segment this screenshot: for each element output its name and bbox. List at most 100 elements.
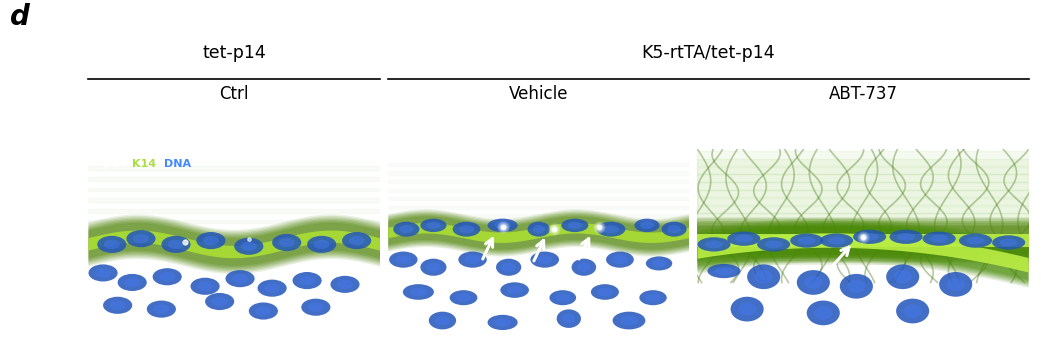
Polygon shape: [697, 222, 1029, 284]
Ellipse shape: [232, 274, 248, 283]
Ellipse shape: [847, 280, 865, 293]
Bar: [388, 206, 689, 209]
Ellipse shape: [596, 222, 626, 237]
Ellipse shape: [946, 277, 965, 291]
Ellipse shape: [501, 282, 529, 298]
Ellipse shape: [930, 235, 948, 243]
Ellipse shape: [153, 268, 182, 285]
Ellipse shape: [959, 234, 992, 248]
Text: K14: K14: [132, 159, 156, 169]
Ellipse shape: [728, 232, 760, 246]
Ellipse shape: [487, 315, 517, 330]
Ellipse shape: [240, 241, 257, 251]
Ellipse shape: [886, 264, 919, 289]
Ellipse shape: [715, 267, 733, 275]
Bar: [697, 175, 1029, 190]
Ellipse shape: [337, 280, 353, 289]
Ellipse shape: [396, 255, 411, 264]
Ellipse shape: [342, 232, 372, 249]
Ellipse shape: [731, 297, 764, 321]
Ellipse shape: [403, 284, 434, 300]
Polygon shape: [697, 225, 1029, 281]
Ellipse shape: [168, 240, 184, 249]
Polygon shape: [697, 219, 1029, 287]
Polygon shape: [697, 220, 1029, 286]
Bar: [88, 198, 380, 202]
Ellipse shape: [853, 229, 886, 244]
Polygon shape: [88, 216, 380, 273]
Ellipse shape: [494, 222, 511, 229]
Bar: [88, 188, 380, 191]
Ellipse shape: [103, 297, 132, 314]
Bar: [388, 172, 689, 175]
Polygon shape: [88, 230, 380, 258]
Ellipse shape: [561, 218, 588, 232]
Ellipse shape: [567, 222, 582, 229]
Ellipse shape: [904, 304, 921, 318]
Ellipse shape: [966, 237, 985, 245]
Ellipse shape: [153, 304, 170, 314]
Ellipse shape: [639, 290, 666, 305]
Ellipse shape: [104, 240, 120, 249]
Polygon shape: [88, 217, 380, 271]
Ellipse shape: [421, 218, 447, 232]
Ellipse shape: [464, 255, 480, 264]
Bar: [697, 167, 1029, 182]
Ellipse shape: [191, 278, 220, 295]
Ellipse shape: [805, 276, 822, 289]
Ellipse shape: [197, 232, 226, 249]
Text: p14: p14: [103, 159, 127, 169]
Ellipse shape: [755, 270, 772, 284]
Ellipse shape: [572, 259, 596, 276]
Ellipse shape: [591, 284, 619, 300]
Ellipse shape: [550, 290, 576, 305]
Polygon shape: [88, 223, 380, 266]
Ellipse shape: [537, 255, 553, 264]
Ellipse shape: [161, 236, 191, 253]
Ellipse shape: [697, 237, 731, 251]
Ellipse shape: [496, 259, 522, 276]
Ellipse shape: [735, 235, 753, 243]
Bar: [88, 166, 380, 170]
Polygon shape: [388, 213, 689, 253]
Ellipse shape: [557, 309, 581, 328]
Ellipse shape: [502, 262, 515, 272]
Ellipse shape: [307, 236, 336, 253]
Polygon shape: [697, 223, 1029, 283]
Polygon shape: [388, 216, 689, 249]
Ellipse shape: [301, 299, 330, 316]
Ellipse shape: [556, 294, 570, 302]
Bar: [697, 205, 1029, 221]
Ellipse shape: [612, 255, 628, 264]
Ellipse shape: [95, 268, 111, 277]
Ellipse shape: [487, 218, 517, 232]
Ellipse shape: [764, 240, 783, 248]
Ellipse shape: [757, 237, 790, 251]
Polygon shape: [697, 218, 1029, 263]
Ellipse shape: [533, 225, 544, 233]
Bar: [388, 163, 689, 166]
Ellipse shape: [399, 225, 413, 233]
Ellipse shape: [797, 237, 816, 245]
Ellipse shape: [211, 297, 228, 306]
Ellipse shape: [429, 312, 456, 329]
Polygon shape: [697, 221, 1029, 261]
Ellipse shape: [531, 251, 559, 268]
Ellipse shape: [562, 314, 576, 324]
Ellipse shape: [620, 316, 638, 326]
Polygon shape: [388, 215, 689, 251]
Ellipse shape: [97, 236, 126, 253]
Ellipse shape: [896, 299, 930, 323]
Bar: [697, 182, 1029, 198]
Ellipse shape: [640, 222, 654, 229]
Ellipse shape: [88, 264, 118, 282]
Bar: [388, 180, 689, 183]
Ellipse shape: [308, 303, 324, 312]
Bar: [88, 220, 380, 223]
Text: K5-rtTA/tet-p14: K5-rtTA/tet-p14: [641, 44, 776, 62]
Ellipse shape: [861, 233, 879, 241]
Polygon shape: [697, 222, 1029, 259]
Polygon shape: [697, 226, 1029, 280]
Ellipse shape: [939, 272, 972, 297]
Polygon shape: [88, 222, 380, 267]
